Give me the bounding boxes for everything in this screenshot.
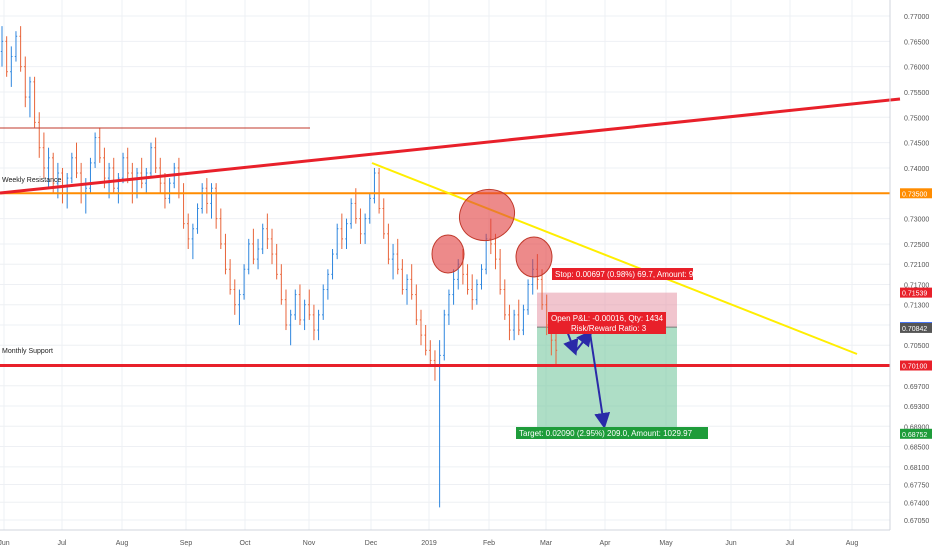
- price-tick-label: 0.76500: [904, 39, 929, 46]
- price-tick-label: 0.73000: [904, 217, 929, 224]
- price-tick-label: 0.67400: [904, 500, 929, 507]
- price-tick-label: 0.69300: [904, 404, 929, 411]
- price-badge: [900, 287, 932, 298]
- price-tick-label: 0.75000: [904, 115, 929, 122]
- target-info-box[interactable]: [516, 427, 708, 439]
- time-tick-label: Jun: [725, 540, 736, 547]
- time-tick-label: Jun: [0, 540, 10, 547]
- price-tick-label: 0.71700: [904, 282, 929, 289]
- price-badge: [900, 188, 932, 199]
- drawings: [0, 97, 901, 429]
- time-tick-label: Sep: [180, 540, 193, 547]
- chart-labels: Weekly Resistance Monthly Support Stop: 0.…: [2, 177, 714, 439]
- risk-reward-text: Risk/Reward Ratio: 3: [571, 324, 647, 333]
- rising-trendline[interactable]: [0, 97, 901, 195]
- open-pl-text: Open P&L: -0.00016, Qty: 1434: [551, 314, 664, 323]
- take-profit-zone[interactable]: [537, 327, 677, 434]
- projection-arrow[interactable]: [574, 329, 593, 353]
- stop-info-text: Stop: 0.00697 (0.98%) 69.7, Amount: 990.…: [555, 270, 714, 279]
- price-badge: [900, 428, 932, 439]
- price-tick-label: 0.68900: [904, 424, 929, 431]
- price-tick-label: 0.74500: [904, 141, 929, 148]
- time-tick-label: Feb: [483, 540, 495, 547]
- price-tick-label: 0.67050: [904, 518, 929, 525]
- price-badge-label: 0.70842: [902, 326, 927, 333]
- price-tick-label: 0.75500: [904, 90, 929, 97]
- time-tick-label: Apr: [600, 540, 612, 547]
- monthly-support-label: Monthly Support: [2, 348, 53, 355]
- time-tick-label: Aug: [116, 540, 129, 547]
- price-tick-label: 0.74000: [904, 166, 929, 173]
- price-badge-label: 0.71539: [902, 291, 927, 298]
- price-tick-label: 0.76000: [904, 65, 929, 72]
- price-badge-label: 0.70100: [902, 364, 927, 371]
- price-tick-label: 0.70500: [904, 343, 929, 350]
- target-info-text: Target: 0.02090 (2.95%) 209.0, Amount: 1…: [519, 429, 693, 438]
- price-tick-label: 0.72500: [904, 242, 929, 249]
- price-tick-label: 0.69700: [904, 384, 929, 391]
- price-tick-label: 0.68500: [904, 445, 929, 452]
- right-shoulder-marker[interactable]: [515, 236, 553, 278]
- price-tick-label: 0.72100: [904, 262, 929, 269]
- time-tick-label: Jul: [786, 540, 795, 547]
- price-badge: [900, 360, 932, 371]
- time-tick-label: Dec: [365, 540, 378, 547]
- time-tick-label: May: [659, 540, 673, 547]
- left-shoulder-marker[interactable]: [431, 234, 465, 274]
- open-pl-box[interactable]: [548, 312, 666, 334]
- price-badge-label: 0.73500: [902, 191, 927, 198]
- price-badge-label: 0.68752: [902, 432, 927, 439]
- stop-info-box[interactable]: [552, 268, 693, 280]
- price-tick-label: 0.71300: [904, 303, 929, 310]
- price-tick-label: 0.77000: [904, 14, 929, 21]
- projection-arrow[interactable]: [589, 332, 611, 429]
- time-tick-label: Aug: [846, 540, 859, 547]
- weekly-resistance-label: Weekly Resistance: [2, 177, 62, 184]
- price-tick-label: 0.68100: [904, 465, 929, 472]
- time-tick-label: Nov: [303, 540, 316, 547]
- head-marker[interactable]: [451, 181, 523, 250]
- price-tick-label: 0.67750: [904, 483, 929, 490]
- time-tick-label: Mar: [540, 540, 553, 547]
- time-tick-label: 2019: [421, 540, 437, 547]
- price-badge: [900, 322, 932, 333]
- falling-trendline[interactable]: [371, 162, 858, 355]
- time-tick-label: Jul: [58, 540, 67, 547]
- time-tick-label: Oct: [240, 540, 251, 547]
